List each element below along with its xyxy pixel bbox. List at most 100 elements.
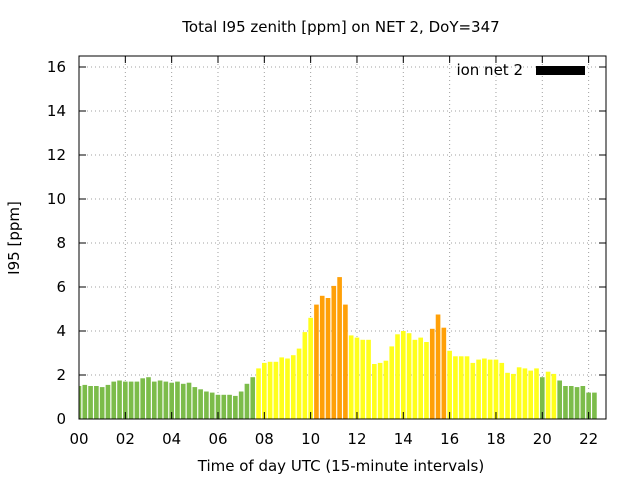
bar <box>244 383 250 419</box>
bar <box>505 372 510 419</box>
bar <box>534 368 539 419</box>
x-tick-label: 16 <box>440 430 459 448</box>
bar <box>586 392 591 419</box>
bar <box>180 383 186 419</box>
x-tick-label: 14 <box>394 430 413 448</box>
bar <box>250 377 256 419</box>
legend: ion net 2 <box>456 61 585 79</box>
bar <box>418 337 423 419</box>
bar <box>215 394 221 419</box>
bar <box>192 387 198 419</box>
plot-frame <box>78 55 607 420</box>
bar <box>198 389 203 419</box>
bar <box>539 377 545 419</box>
bar <box>175 381 180 419</box>
bar <box>348 335 354 419</box>
y-tick-label: 0 <box>56 410 66 428</box>
bar <box>551 373 557 419</box>
bar <box>134 381 140 419</box>
bar <box>453 356 458 419</box>
bar <box>557 380 562 419</box>
bar <box>238 391 244 419</box>
y-tick-label: 2 <box>56 366 66 384</box>
x-tick-label: 08 <box>255 430 274 448</box>
bar <box>568 386 574 419</box>
bar <box>233 395 238 419</box>
x-tick-label: 02 <box>116 430 135 448</box>
x-tick-label: 18 <box>486 430 505 448</box>
bar <box>186 382 192 419</box>
bar <box>522 368 528 419</box>
bar <box>377 362 383 419</box>
bar <box>343 304 348 419</box>
bar <box>516 367 522 419</box>
bar <box>389 346 395 419</box>
legend-swatch <box>536 66 585 75</box>
bar <box>227 394 232 419</box>
bar <box>99 387 105 419</box>
bar <box>563 386 568 419</box>
bar <box>140 378 146 419</box>
bar <box>511 373 516 419</box>
y-tick-label: 12 <box>47 146 66 164</box>
bar <box>296 348 302 419</box>
bar <box>79 386 82 419</box>
bar-series <box>79 277 597 419</box>
y-tick-label: 6 <box>56 278 66 296</box>
bar <box>88 386 93 419</box>
x-tick-label: 04 <box>162 430 181 448</box>
bar <box>209 392 215 419</box>
bar <box>499 362 505 419</box>
bar <box>256 368 261 419</box>
bar <box>337 277 342 419</box>
bar <box>429 328 435 419</box>
bar <box>146 377 151 419</box>
bar <box>111 381 117 419</box>
bar <box>366 339 371 419</box>
bar <box>482 358 487 419</box>
x-tick-label: 00 <box>69 430 88 448</box>
bar <box>117 380 122 419</box>
y-axis-title: I95 [ppm] <box>5 201 23 275</box>
bar <box>372 364 377 419</box>
legend-label: ion net 2 <box>456 61 523 79</box>
chart-title: Total I95 zenith [ppm] on NET 2, DoY=347 <box>181 18 499 36</box>
bar <box>105 384 111 419</box>
x-axis-title: Time of day UTC (15-minute intervals) <box>197 457 484 475</box>
y-tick-label: 16 <box>47 58 66 76</box>
bar <box>464 356 470 419</box>
bar <box>279 357 285 419</box>
bar <box>441 327 447 419</box>
y-tick-label: 14 <box>47 102 66 120</box>
y-tick-label: 8 <box>56 234 66 252</box>
bar <box>580 386 586 419</box>
bar <box>574 387 580 419</box>
bar <box>285 358 290 419</box>
bar <box>406 333 412 419</box>
bar <box>221 394 227 419</box>
bar <box>204 391 209 419</box>
bar <box>458 356 464 419</box>
y-tick-label: 4 <box>56 322 66 340</box>
bar <box>302 332 308 419</box>
bar <box>128 381 134 419</box>
x-tick-label: 06 <box>208 430 227 448</box>
bar <box>262 362 267 419</box>
x-tick-label: 10 <box>301 430 320 448</box>
bar <box>360 339 366 419</box>
bar <box>395 334 400 419</box>
bar <box>435 314 441 419</box>
x-tick-label: 20 <box>533 430 552 448</box>
bar <box>151 381 157 419</box>
bar <box>273 361 279 419</box>
bar <box>383 360 389 419</box>
grid-lines <box>79 56 606 419</box>
bar <box>314 304 319 419</box>
bar <box>123 381 128 419</box>
bar <box>592 392 597 419</box>
bar <box>493 359 499 419</box>
bar <box>412 339 418 419</box>
